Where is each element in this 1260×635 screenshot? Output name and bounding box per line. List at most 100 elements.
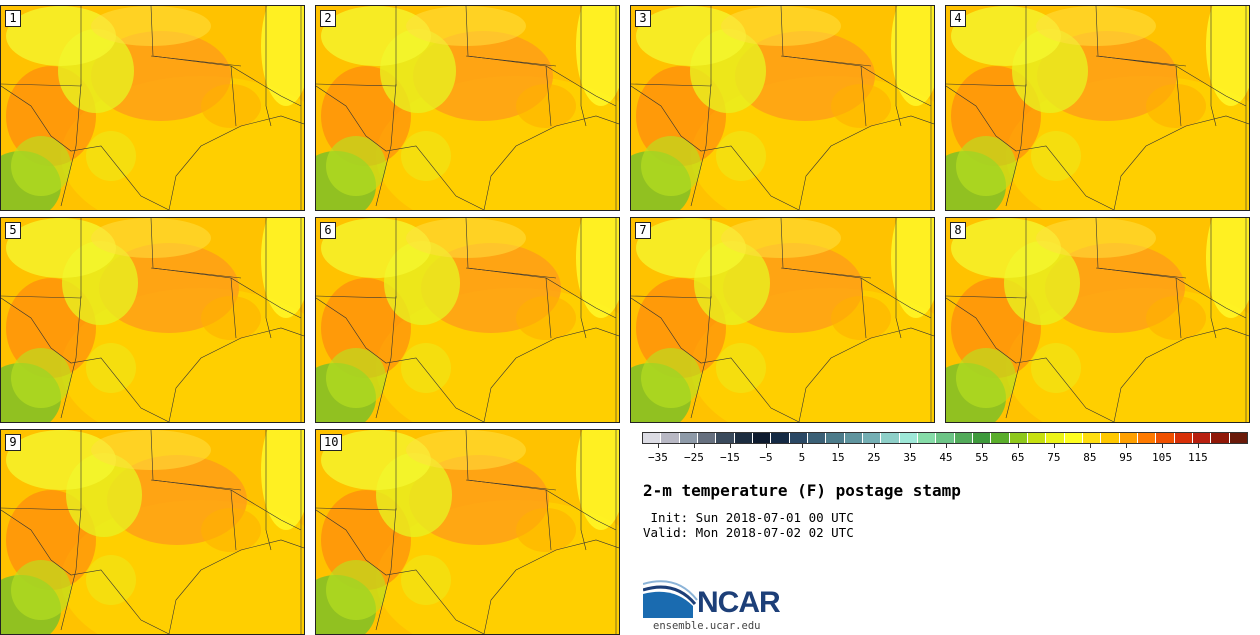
temperature-field-map (1, 430, 304, 634)
ensemble-member-map[interactable]: 1 (0, 5, 305, 211)
ensemble-member-number: 6 (320, 222, 336, 239)
colorbar-swatch (789, 433, 808, 443)
colorbar-swatch (1027, 433, 1047, 443)
colorbar-swatch (899, 433, 918, 443)
colorbar-tick-label: 75 (1047, 451, 1061, 464)
ensemble-member-map[interactable]: 8 (945, 217, 1250, 423)
ensemble-member-map[interactable]: 4 (945, 5, 1250, 211)
colorbar-swatch (1137, 433, 1157, 443)
ensemble-member-number: 3 (635, 10, 651, 27)
colorbar-swatch (679, 433, 698, 443)
colorbar-swatch (697, 433, 717, 443)
ensemble-member-map[interactable]: 10 (315, 429, 620, 635)
colorbar-swatch (1119, 433, 1138, 443)
colorbar-tick (729, 444, 731, 448)
colorbar-tick (1017, 444, 1019, 448)
colorbar-tick (837, 444, 839, 448)
colorbar-swatch (716, 433, 735, 443)
colorbar-tick-label: 55 (975, 451, 989, 464)
colorbar-swatch (807, 433, 827, 443)
colorbar-tick-label: 85 (1083, 451, 1097, 464)
colorbar-tick-label: −15 (720, 451, 740, 464)
product-title: 2-m temperature (F) postage stamp (643, 481, 961, 500)
colorbar-tick-labels: −35 −25 −15 −5 5 15 25 35 45 55 65 75 85 95 105 115 (642, 444, 1248, 466)
temperature-field-map (1, 6, 304, 210)
temperature-field-map (946, 218, 1249, 422)
colorbar-tick-label: 15 (831, 451, 845, 464)
ensemble-member-number: 7 (635, 222, 651, 239)
colorbar-tick (801, 444, 803, 448)
init-time: Init: Sun 2018-07-01 00 UTC (643, 510, 854, 525)
colorbar-tick-label: 5 (798, 451, 806, 464)
colorbar-swatch (954, 433, 973, 443)
temperature-field-map (316, 430, 619, 634)
logo-url: ensemble.ucar.edu (653, 620, 761, 632)
temperature-colorbar (642, 432, 1248, 444)
colorbar-swatch (661, 433, 680, 443)
ensemble-member-number: 5 (5, 222, 21, 239)
ensemble-member-map[interactable]: 5 (0, 217, 305, 423)
colorbar-tick (1197, 444, 1199, 448)
logo-wordmark: NCAR (697, 586, 781, 619)
colorbar-swatch (752, 433, 772, 443)
colorbar-swatch (1229, 433, 1247, 443)
ensemble-member-map[interactable]: 3 (630, 5, 935, 211)
colorbar-swatch (826, 433, 845, 443)
temperature-field-map (631, 218, 934, 422)
colorbar-tick (1125, 444, 1127, 448)
colorbar-tick-label: −35 (648, 451, 668, 464)
temperature-field-map (1, 218, 304, 422)
colorbar-swatch (1211, 433, 1230, 443)
colorbar-swatch (734, 433, 753, 443)
colorbar-tick (1161, 444, 1163, 448)
ensemble-member-number: 10 (320, 434, 343, 451)
temperature-field-map (316, 218, 619, 422)
ensemble-member-number: 1 (5, 10, 21, 27)
colorbar-tick-label: 45 (939, 451, 953, 464)
colorbar-tick (945, 444, 947, 448)
colorbar-tick-label: 115 (1187, 451, 1208, 464)
colorbar-swatch (771, 433, 790, 443)
colorbar-tick-label: −25 (684, 451, 704, 464)
ensemble-member-number: 4 (950, 10, 966, 27)
temperature-field-map (316, 6, 619, 210)
colorbar-swatch (643, 433, 662, 443)
colorbar-swatch (1192, 433, 1212, 443)
temperature-field-map (946, 6, 1249, 210)
ensemble-member-number: 2 (320, 10, 336, 27)
colorbar-swatch (862, 433, 882, 443)
colorbar-swatch (844, 433, 863, 443)
ensemble-member-map[interactable]: 7 (630, 217, 935, 423)
ensemble-member-map[interactable]: 2 (315, 5, 620, 211)
colorbar-swatch (1174, 433, 1193, 443)
colorbar-tick-label: −5 (759, 451, 773, 464)
colorbar-swatch (1101, 433, 1120, 443)
colorbar-tick-label: 105 (1151, 451, 1172, 464)
ensemble-member-map[interactable]: 6 (315, 217, 620, 423)
colorbar-tick-label: 35 (903, 451, 917, 464)
colorbar-tick (981, 444, 983, 448)
colorbar-tick (693, 444, 695, 448)
colorbar-tick (657, 444, 659, 448)
colorbar-swatch (881, 433, 900, 443)
colorbar-swatch (1046, 433, 1065, 443)
colorbar-tick (909, 444, 911, 448)
ncar-logo-icon (643, 580, 698, 618)
colorbar-tick (1053, 444, 1055, 448)
colorbar-tick-label: 65 (1011, 451, 1025, 464)
colorbar-swatch (1009, 433, 1028, 443)
colorbar-swatch (972, 433, 992, 443)
colorbar-tick-label: 95 (1119, 451, 1133, 464)
valid-time: Valid: Mon 2018-07-02 02 UTC (643, 525, 854, 540)
colorbar-swatch (917, 433, 937, 443)
colorbar-swatch (1156, 433, 1175, 443)
colorbar-tick (765, 444, 767, 448)
colorbar-swatch (991, 433, 1010, 443)
colorbar-swatch (1082, 433, 1102, 443)
colorbar-swatch (936, 433, 955, 443)
colorbar-tick (873, 444, 875, 448)
colorbar-tick-label: 25 (867, 451, 881, 464)
ensemble-member-number: 9 (5, 434, 21, 451)
colorbar-swatch (1064, 433, 1083, 443)
ensemble-member-map[interactable]: 9 (0, 429, 305, 635)
